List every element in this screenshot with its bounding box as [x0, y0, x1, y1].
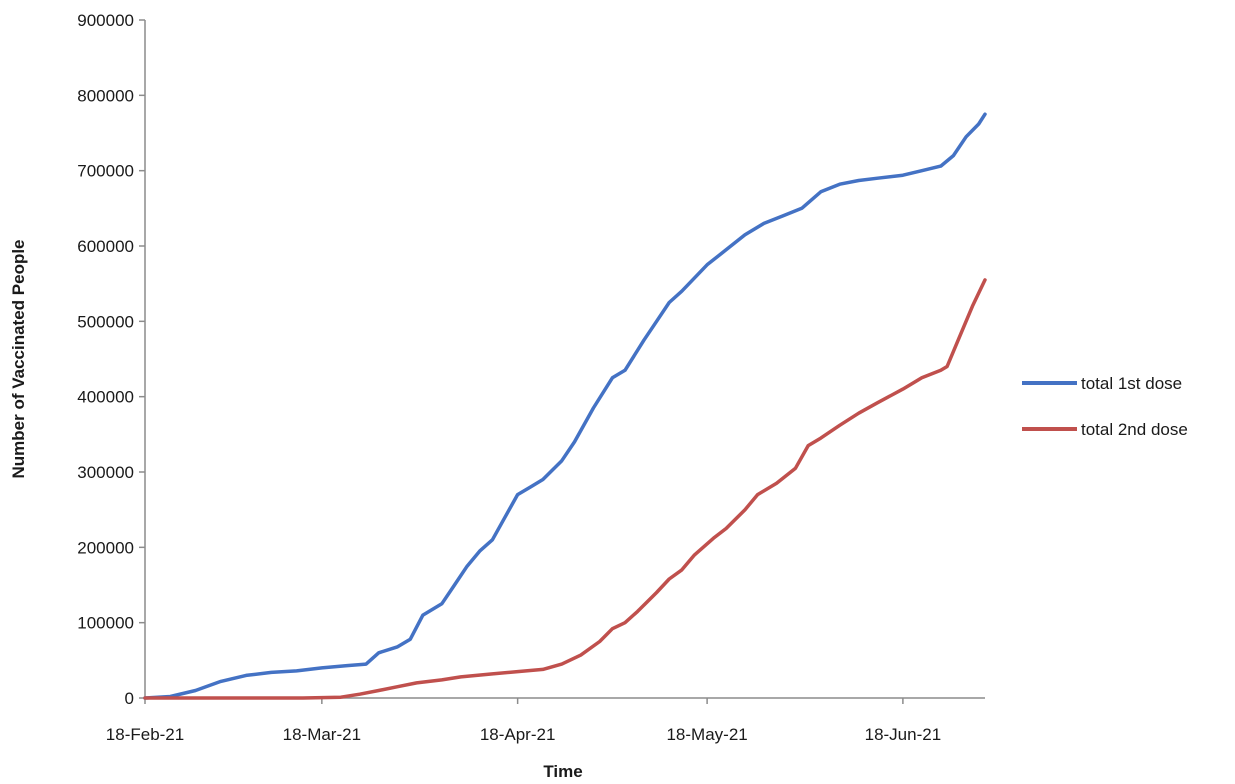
- x-tick-label: 18-May-21: [666, 725, 747, 744]
- x-tick-label: 18-Apr-21: [480, 725, 556, 744]
- x-tick-label: 18-Feb-21: [106, 725, 184, 744]
- y-tick-label: 700000: [77, 162, 134, 181]
- x-tick-label: 18-Mar-21: [283, 725, 361, 744]
- y-tick-label: 0: [125, 689, 134, 708]
- y-axis-title: Number of Vaccinated People: [9, 239, 28, 478]
- y-tick-label: 900000: [77, 11, 134, 30]
- x-axis-ticks: 18-Feb-21 18-Mar-21 18-Apr-21 18-May-21 18-J…: [106, 698, 941, 744]
- y-tick-label: 600000: [77, 237, 134, 256]
- x-tick-label: 18-Jun-21: [865, 725, 942, 744]
- y-axis-ticks: 0 100000 200000 300000 400000 500000 600000 700…: [77, 11, 145, 708]
- x-axis-title: Time: [543, 762, 582, 781]
- legend-label-total-2nd-dose: total 2nd dose: [1081, 420, 1188, 439]
- legend: total 1st dose total 2nd dose: [1022, 374, 1188, 439]
- axes: [144, 20, 985, 699]
- series-line-total-2nd-dose: [143, 278, 987, 700]
- legend-label-total-1st-dose: total 1st dose: [1081, 374, 1182, 393]
- series-line-total-1st-dose: [143, 112, 987, 700]
- y-tick-label: 800000: [77, 86, 134, 105]
- y-tick-label: 400000: [77, 388, 134, 407]
- series-lines: [143, 112, 987, 700]
- y-tick-label: 300000: [77, 463, 134, 482]
- y-tick-label: 100000: [77, 614, 134, 633]
- y-tick-label: 200000: [77, 538, 134, 557]
- y-tick-label: 500000: [77, 312, 134, 331]
